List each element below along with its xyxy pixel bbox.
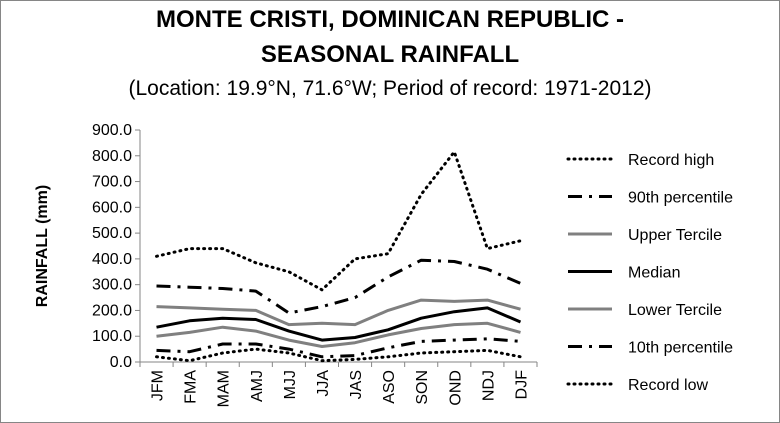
x-tick-label: JAS (348, 370, 365, 399)
legend-label: Upper Tercile (628, 227, 722, 244)
series-line-record-low (155, 347, 522, 363)
x-tick-label: JFM (150, 370, 167, 401)
chart-title-line-2: SEASONAL RAINFALL (260, 41, 520, 68)
y-tick-label: 800.0 (92, 148, 132, 165)
y-tick-label: 700.0 (92, 174, 132, 191)
y-tick-label: 600.0 (92, 199, 132, 216)
x-tick-label: AMJ (249, 370, 266, 402)
legend-label: Median (628, 265, 680, 282)
legend-label: Record low (628, 377, 708, 394)
series-line-record-high (155, 150, 522, 292)
x-tick-label: MJJ (282, 370, 299, 399)
legend-label: Lower Tercile (628, 302, 722, 319)
series-line-median (156, 306, 522, 342)
x-tick-label: SON (414, 370, 431, 405)
y-axis-title: RAINFALL (mm) (34, 185, 51, 307)
series-line-upper-tercile (156, 298, 521, 327)
y-tick-label: 200.0 (92, 302, 132, 319)
x-tick-label: FMA (183, 370, 200, 404)
y-tick-label: 900.0 (92, 122, 132, 139)
series-line-90th-percentile (156, 258, 522, 315)
y-tick-label: 500.0 (92, 225, 132, 242)
x-tick-label: OND (447, 370, 464, 406)
legend-label: Record high (628, 152, 714, 169)
x-tick-label: DJF (513, 370, 530, 400)
y-tick-label: 100.0 (92, 328, 132, 345)
x-tick-label: JJA (315, 370, 332, 397)
y-tick-label: 0.0 (110, 354, 132, 371)
x-tick-label: MAM (216, 370, 233, 407)
x-tick-label: ASO (381, 370, 398, 404)
series-line-10th-percentile (156, 337, 521, 359)
series-line-lower-tercile (156, 321, 521, 348)
legend-label: 10th percentile (628, 340, 733, 357)
legend: Record high 90th percentile Upper Tercile M… (566, 152, 733, 394)
chart-title-line-1: MONTE CRISTI, DOMINICAN REPUBLIC - (156, 6, 624, 33)
axes: 0.0 100.0 200.0 300.0 400.0 500.0 600.0 700.0 80… (34, 122, 538, 407)
x-tick-label: NDJ (480, 370, 497, 401)
y-tick-label: 400.0 (92, 251, 132, 268)
legend-label: 90th percentile (628, 190, 733, 207)
chart-subtitle: (Location: 19.9°N, 71.6°W; Period of rec… (128, 77, 652, 100)
y-tick-label: 300.0 (92, 277, 132, 294)
series-lines (155, 150, 522, 363)
